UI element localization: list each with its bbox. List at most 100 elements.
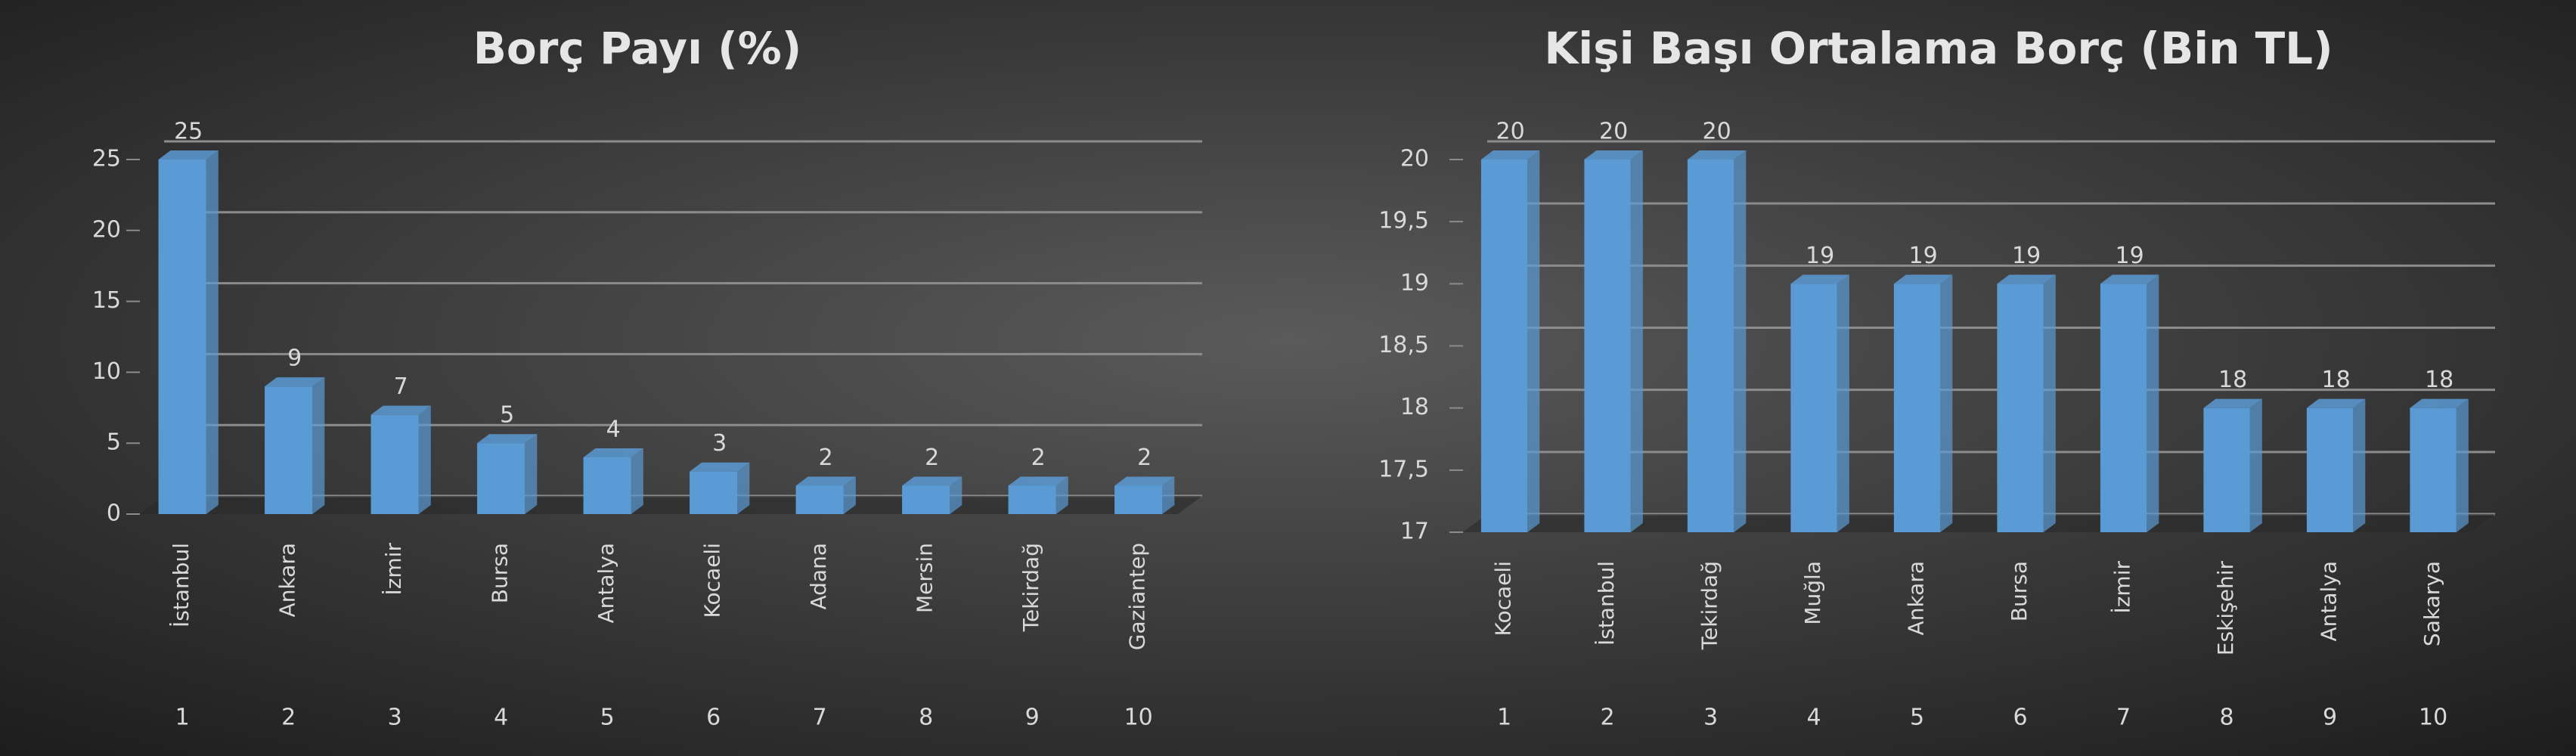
value-label: 7 [394, 373, 408, 400]
bar [583, 457, 631, 514]
x-tick-label: Eskişehir [2213, 561, 2238, 656]
bar-top [902, 476, 963, 486]
bar [2100, 284, 2147, 532]
chart: Borç Payı (%)051015202525İstanbul19Ankar… [92, 23, 1202, 731]
bar [690, 471, 738, 514]
bar-top [2306, 398, 2366, 408]
value-label: 19 [1909, 243, 1938, 269]
bar [2410, 407, 2457, 532]
bar [1687, 160, 1734, 532]
x-tick-label: Mersin [913, 543, 938, 613]
x-tick-label: Kocaeli [1491, 561, 1516, 636]
rank-label: 2 [281, 705, 296, 731]
x-tick-label: Adana [806, 543, 831, 610]
rank-label: 2 [1601, 705, 1615, 731]
bar-side [1162, 476, 1175, 514]
x-tick-label: İstanbul [169, 543, 194, 627]
y-tick-label: 18,5 [1378, 332, 1429, 358]
bar-top [370, 405, 431, 415]
value-label: 5 [500, 402, 514, 429]
bar-top [1008, 476, 1068, 486]
value-label: 3 [712, 430, 727, 457]
bar-top [690, 462, 750, 472]
bar [1114, 485, 1163, 514]
value-label: 20 [1496, 119, 1525, 145]
rank-label: 6 [2013, 705, 2028, 731]
bar [1480, 160, 1528, 532]
rank-label: 5 [1910, 705, 1924, 731]
bar-top [1790, 274, 1849, 284]
bar-top [477, 434, 538, 444]
x-tick-label: Ankara [1904, 561, 1929, 635]
bar-top [2100, 274, 2159, 284]
y-tick-label: 5 [107, 429, 121, 456]
bar-side [206, 150, 219, 514]
x-tick-label: Ankara [275, 543, 300, 617]
x-tick-label: İstanbul [1594, 561, 1619, 646]
value-label: 20 [1599, 119, 1628, 145]
bar [265, 386, 313, 514]
bar-side [843, 476, 856, 514]
rank-label: 10 [1124, 705, 1153, 731]
bar-side [2147, 274, 2159, 532]
bar-top [795, 476, 856, 486]
bar [795, 485, 844, 514]
bar-side [1527, 150, 1540, 532]
rank-label: 3 [1703, 705, 1718, 731]
value-label: 2 [819, 445, 833, 471]
rank-label: 4 [494, 705, 508, 731]
rank-label: 9 [2323, 705, 2337, 731]
x-tick-label: Muğla [1800, 561, 1825, 625]
bar [2203, 407, 2250, 532]
bar-top [1687, 150, 1747, 160]
bar-side [525, 434, 538, 514]
rank-label: 8 [2220, 705, 2234, 731]
bar-top [2410, 398, 2469, 408]
rank-label: 9 [1025, 705, 1040, 731]
bar [1893, 284, 1941, 532]
bar-top [158, 150, 219, 160]
bar [1584, 160, 1631, 532]
value-label: 18 [2425, 367, 2454, 393]
bar-top [1997, 274, 2056, 284]
bar-top [1584, 150, 1643, 160]
bar-side [2249, 398, 2262, 532]
bar-side [1940, 274, 1953, 532]
y-tick-label: 20 [92, 216, 121, 243]
value-label: 2 [1137, 445, 1152, 471]
x-tick-label: İzmir [381, 543, 406, 596]
bar [370, 414, 419, 514]
y-tick-label: 10 [92, 358, 121, 385]
y-tick-label: 18 [1400, 394, 1429, 420]
bar [477, 443, 525, 514]
chart: Kişi Başı Ortalama Borç (Bin TL)1717,518… [1378, 23, 2495, 731]
value-label: 19 [1806, 243, 1834, 269]
bar-side [950, 476, 963, 514]
value-label: 18 [2218, 367, 2247, 393]
value-label: 4 [606, 416, 621, 442]
bar-top [2203, 398, 2262, 408]
bar [1790, 284, 1837, 532]
x-tick-label: İzmir [2110, 561, 2135, 614]
x-tick-label: Kocaeli [700, 543, 725, 618]
bar-side [2456, 398, 2469, 532]
x-tick-label: Antalya [2317, 561, 2342, 642]
rank-label: 10 [2419, 705, 2447, 731]
bar-side [1056, 476, 1068, 514]
x-tick-label: Gaziantep [1125, 543, 1150, 650]
rank-label: 8 [919, 705, 933, 731]
bar [2306, 407, 2354, 532]
y-tick-label: 20 [1400, 146, 1429, 172]
rank-label: 4 [1807, 705, 1821, 731]
bar-top [583, 448, 643, 457]
value-label: 19 [2012, 243, 2041, 269]
bar-top [265, 377, 325, 387]
rank-label: 3 [388, 705, 402, 731]
value-label: 25 [174, 119, 203, 145]
rank-label: 7 [813, 705, 827, 731]
bar-side [737, 462, 750, 514]
bar-side [2353, 398, 2366, 532]
